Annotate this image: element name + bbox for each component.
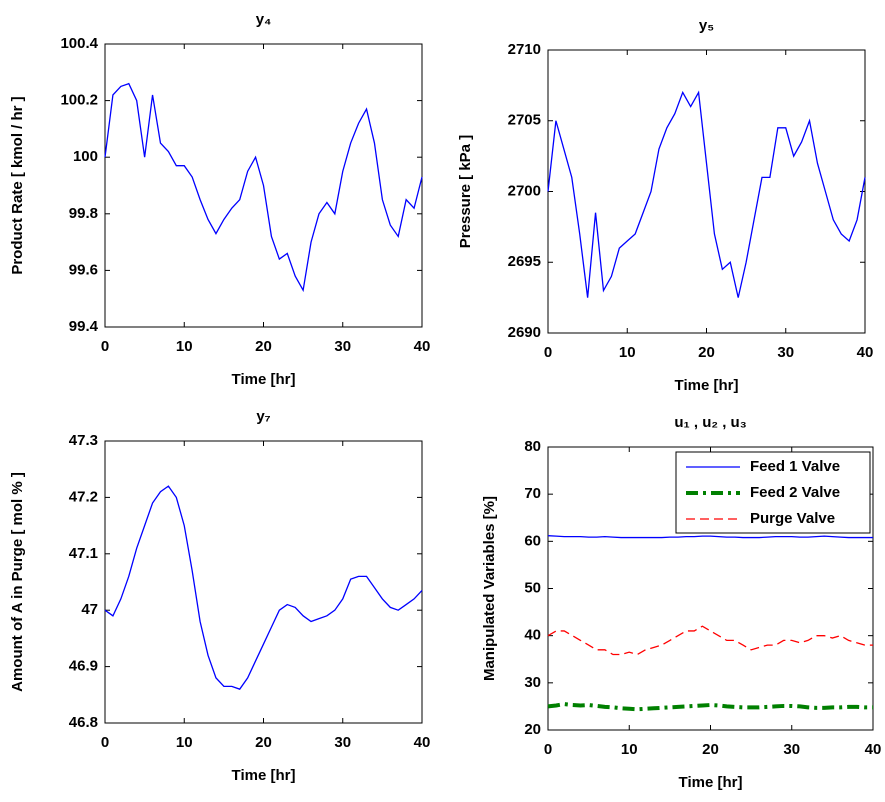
legend-label: Feed 2 Valve <box>750 484 840 501</box>
x-tick-label: 10 <box>176 734 193 751</box>
x-tick-label: 20 <box>702 741 719 758</box>
data-line <box>547 535 873 539</box>
y-tick-label: 99.4 <box>69 318 99 335</box>
x-axis-label: Time [hr] <box>679 774 743 791</box>
x-tick-label: 40 <box>857 344 874 361</box>
x-tick-label: 20 <box>255 734 272 751</box>
y-tick-label: 46.9 <box>69 658 98 675</box>
y-tick-label: 99.8 <box>69 205 98 222</box>
y-tick-label: 2690 <box>508 324 541 341</box>
y-tick-label: 20 <box>524 721 541 738</box>
y-axis-label: Pressure [ kPa ] <box>457 135 474 248</box>
y-tick-label: 50 <box>524 579 541 596</box>
x-tick-label: 10 <box>619 344 636 361</box>
y-tick-label: 99.6 <box>69 261 98 278</box>
y-tick-label: 40 <box>524 627 541 644</box>
chart-title: u₁ , u₂ , u₃ <box>674 414 746 431</box>
data-line <box>547 702 873 712</box>
x-tick-label: 30 <box>334 734 351 751</box>
y-tick-label: 47.3 <box>69 432 98 449</box>
x-tick-label: 30 <box>334 338 351 355</box>
x-tick-label: 0 <box>544 741 552 758</box>
plot-area <box>547 49 866 334</box>
x-tick-label: 40 <box>865 741 882 758</box>
x-tick-label: 0 <box>101 734 109 751</box>
y-tick-label: 2705 <box>508 112 541 129</box>
y-tick-label: 100.4 <box>60 35 98 52</box>
y-tick-label: 46.8 <box>69 714 98 731</box>
y-tick-label: 100.2 <box>60 92 98 109</box>
y-axis-label: Amount of A in Purge [ mol % ] <box>9 472 26 692</box>
y-tick-label: 47.1 <box>69 545 98 562</box>
y-tick-label: 70 <box>524 485 541 502</box>
y-tick-label: 30 <box>524 674 541 691</box>
x-tick-label: 40 <box>414 734 431 751</box>
chart-title: y₄ <box>256 11 272 28</box>
x-axis-label: Time [hr] <box>675 377 739 394</box>
y-axis-label: Product Rate [ kmol / hr ] <box>9 96 26 274</box>
x-axis-label: Time [hr] <box>232 767 296 784</box>
x-tick-label: 0 <box>101 338 109 355</box>
chart-title: y₇ <box>256 408 270 425</box>
data-line <box>104 485 423 690</box>
y-tick-label: 100 <box>73 148 98 165</box>
y-tick-label: 80 <box>524 438 541 455</box>
y-tick-label: 47.2 <box>69 488 98 505</box>
y-tick-label: 2695 <box>508 253 541 270</box>
plot-area <box>104 440 423 724</box>
y-axis-label: Manipulated Variables [%] <box>481 496 498 681</box>
y-tick-label: 47 <box>81 601 98 618</box>
x-tick-label: 40 <box>414 338 431 355</box>
legend-label: Feed 1 Valve <box>750 458 840 475</box>
chart-title: y₅ <box>699 17 714 34</box>
x-tick-label: 20 <box>698 344 715 361</box>
legend: Feed 1 Valve Feed 2 Valve Purge Valve <box>675 451 871 534</box>
y-tick-label: 2710 <box>508 41 541 58</box>
x-tick-label: 20 <box>255 338 272 355</box>
data-line <box>547 625 873 656</box>
x-tick-label: 0 <box>544 344 552 361</box>
x-axis-label: Time [hr] <box>232 371 296 388</box>
x-tick-label: 10 <box>621 741 638 758</box>
y-tick-label: 2700 <box>508 182 541 199</box>
y-tick-label: 60 <box>524 532 541 549</box>
data-line <box>104 82 423 293</box>
x-tick-label: 10 <box>176 338 193 355</box>
legend-label: Purge Valve <box>750 510 835 527</box>
x-tick-label: 30 <box>783 741 800 758</box>
data-line <box>547 90 866 298</box>
x-tick-label: 30 <box>777 344 794 361</box>
